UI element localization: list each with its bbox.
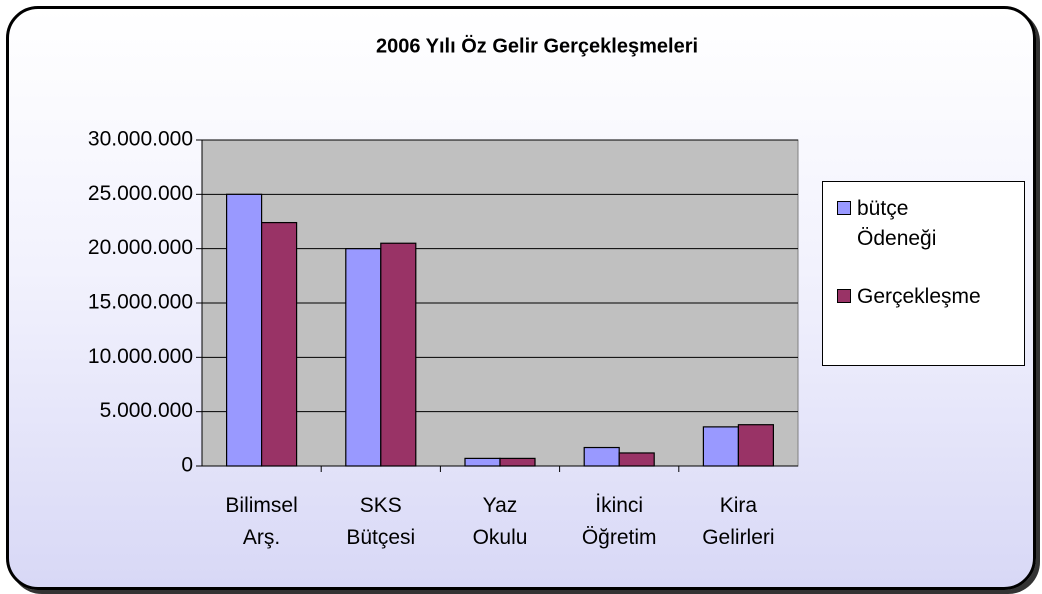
y-tick-label: 5.000.000 [100,399,193,422]
bar [737,424,775,467]
x-tick-label: Kira Gelirleri [702,494,775,549]
chart-frame: 2006 Yılı Öz Gelir Gerçekleşmeleri 0 5.00… [6,6,1036,590]
bar [499,457,536,467]
y-tick-label: 0 [181,454,193,477]
bar [464,457,501,467]
chart: 2006 Yılı Öz Gelir Gerçekleşmeleri 0 5.00… [88,34,799,477]
x-tick-label: İkinci Öğretim [581,494,657,549]
bar [345,248,382,467]
x-tick-label: Yaz Okulu [472,494,528,549]
bar [618,452,655,467]
legend-swatch [837,289,851,303]
x-tick-label: SKS Bütçesi [346,494,416,549]
legend-item: Gerçekleşme [837,282,981,312]
bar [226,193,263,467]
y-tick-label: 10.000.000 [88,345,193,368]
legend: bütçe Ödeneği Gerçekleşme [822,181,1025,366]
bar [380,242,417,467]
legend-label: bütçe Ödeneği [857,197,937,250]
x-tick-label: Bilimsel Arş. [225,494,298,549]
chart-title: 2006 Yılı Öz Gelir Gerçekleşmeleri [376,34,698,57]
y-tick-label: 25.000.000 [88,182,193,205]
bar [583,446,620,467]
y-tick-label: 20.000.000 [88,236,193,259]
legend-label: Gerçekleşme [857,285,981,308]
bar [702,426,740,467]
legend-item: bütçe Ödeneği [837,194,936,254]
bar [261,221,298,467]
y-tick-label: 15.000.000 [88,291,193,314]
legend-swatch [837,201,851,215]
y-tick-label: 30.000.000 [88,128,193,151]
